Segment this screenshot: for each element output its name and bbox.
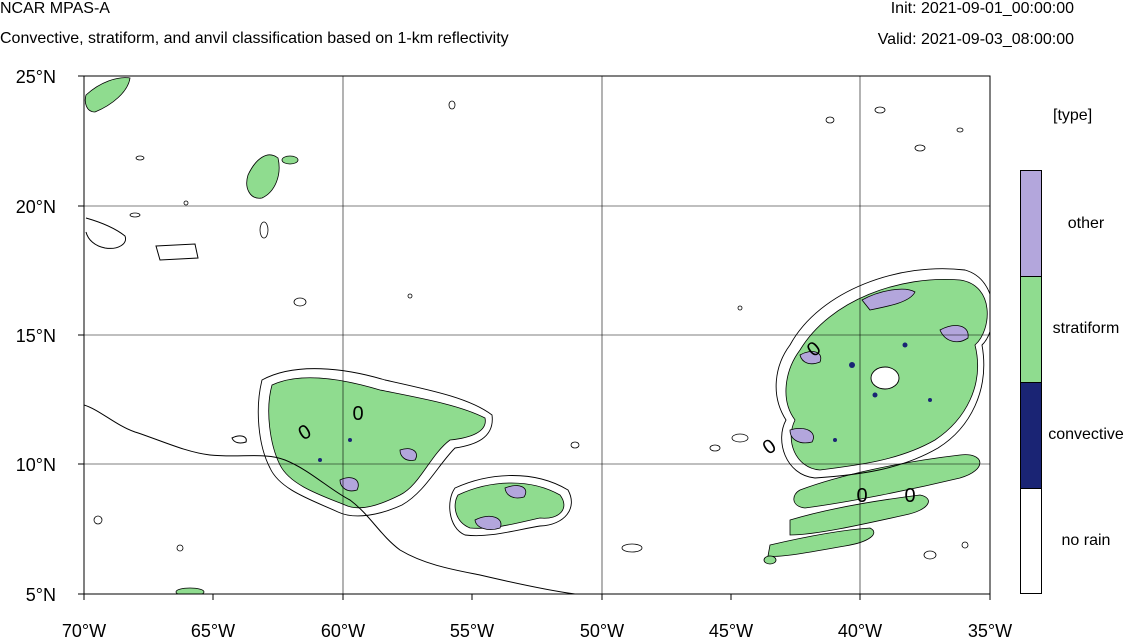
legend-label-other: other xyxy=(1067,215,1105,232)
contour-label: 0 xyxy=(856,485,867,507)
hurricane-eye xyxy=(870,366,900,390)
zero-contour xyxy=(257,368,493,517)
convective-core xyxy=(872,392,878,398)
other-area-5 xyxy=(474,515,502,530)
lon-label: 45°W xyxy=(709,621,753,641)
stratiform-area-topleft xyxy=(84,77,131,113)
lon-label: 40°W xyxy=(838,621,882,641)
legend-label-stratiform: stratiform xyxy=(1052,320,1120,337)
coastlines xyxy=(84,217,576,594)
coastline-hispaniola xyxy=(85,217,127,249)
stratiform-area-band3 xyxy=(767,527,875,557)
lon-label: 60°W xyxy=(321,621,365,641)
contour-label: 0 xyxy=(904,485,915,507)
lon-label: 50°W xyxy=(580,621,624,641)
other-area-6 xyxy=(504,485,527,499)
lat-label: 25°N xyxy=(16,67,56,87)
figure-title: NCAR MPAS-A xyxy=(0,0,110,17)
valid-time: Valid: 2021-09-03_08:00:00 xyxy=(877,31,1074,48)
convective-core xyxy=(849,362,855,368)
other-area-8 xyxy=(399,448,417,461)
lat-label: 15°N xyxy=(16,326,56,346)
lon-label: 65°W xyxy=(191,621,235,641)
convective-core xyxy=(902,342,908,348)
zero-contours xyxy=(257,268,990,537)
legend-label-no-rain: no rain xyxy=(1061,532,1111,549)
other-area-1 xyxy=(861,288,916,311)
legend-swatch-convective xyxy=(1020,382,1042,489)
stratiform-area-band2 xyxy=(789,494,929,536)
legend-swatch-other xyxy=(1020,170,1042,277)
latitude-labels: 25°N 20°N 15°N 10°N 5°N xyxy=(16,67,56,605)
convective-core xyxy=(833,438,837,442)
other-areas xyxy=(339,288,969,530)
coastline-puerto-rico xyxy=(155,243,199,261)
legend-label-convective: convective xyxy=(1048,426,1124,443)
legend-swatch-stratiform xyxy=(1020,276,1042,383)
stratiform-area-north xyxy=(246,154,280,199)
other-area-4 xyxy=(789,427,814,444)
legend-swatch-no-rain xyxy=(1020,488,1042,594)
contour-label: 0 xyxy=(352,403,363,425)
small-cells xyxy=(93,100,969,594)
lon-label: 35°W xyxy=(968,621,1012,641)
zero-contour xyxy=(449,475,572,537)
other-area-3 xyxy=(799,351,822,365)
convective-core xyxy=(928,398,932,402)
graticule xyxy=(84,76,990,594)
lat-label: 5°N xyxy=(26,585,56,605)
other-area-2 xyxy=(939,325,969,343)
longitude-labels: 70°W 65°W 60°W 55°W 50°W 45°W 40°W 35°W xyxy=(62,621,1012,641)
lon-label: 55°W xyxy=(450,621,494,641)
stratiform-area-band1 xyxy=(793,454,981,509)
coastline-small-island xyxy=(231,435,247,444)
legend-title: [type] xyxy=(1053,107,1093,124)
lat-label: 10°N xyxy=(16,455,56,475)
figure-subtitle: Convective, stratiform, and anvil classi… xyxy=(0,30,509,47)
coastline-south-america xyxy=(84,404,576,594)
convective-core xyxy=(348,438,352,442)
convective-cores xyxy=(318,342,932,462)
other-area-7 xyxy=(339,477,359,492)
stratiform-area-cluster-west xyxy=(268,377,486,509)
convective-core xyxy=(318,458,322,462)
lat-label: 20°N xyxy=(16,197,56,217)
lon-label: 70°W xyxy=(62,621,106,641)
axis-ticks xyxy=(78,75,991,600)
init-time: Init: 2021-09-01_00:00:00 xyxy=(890,0,1074,17)
zero-contour xyxy=(775,268,990,479)
